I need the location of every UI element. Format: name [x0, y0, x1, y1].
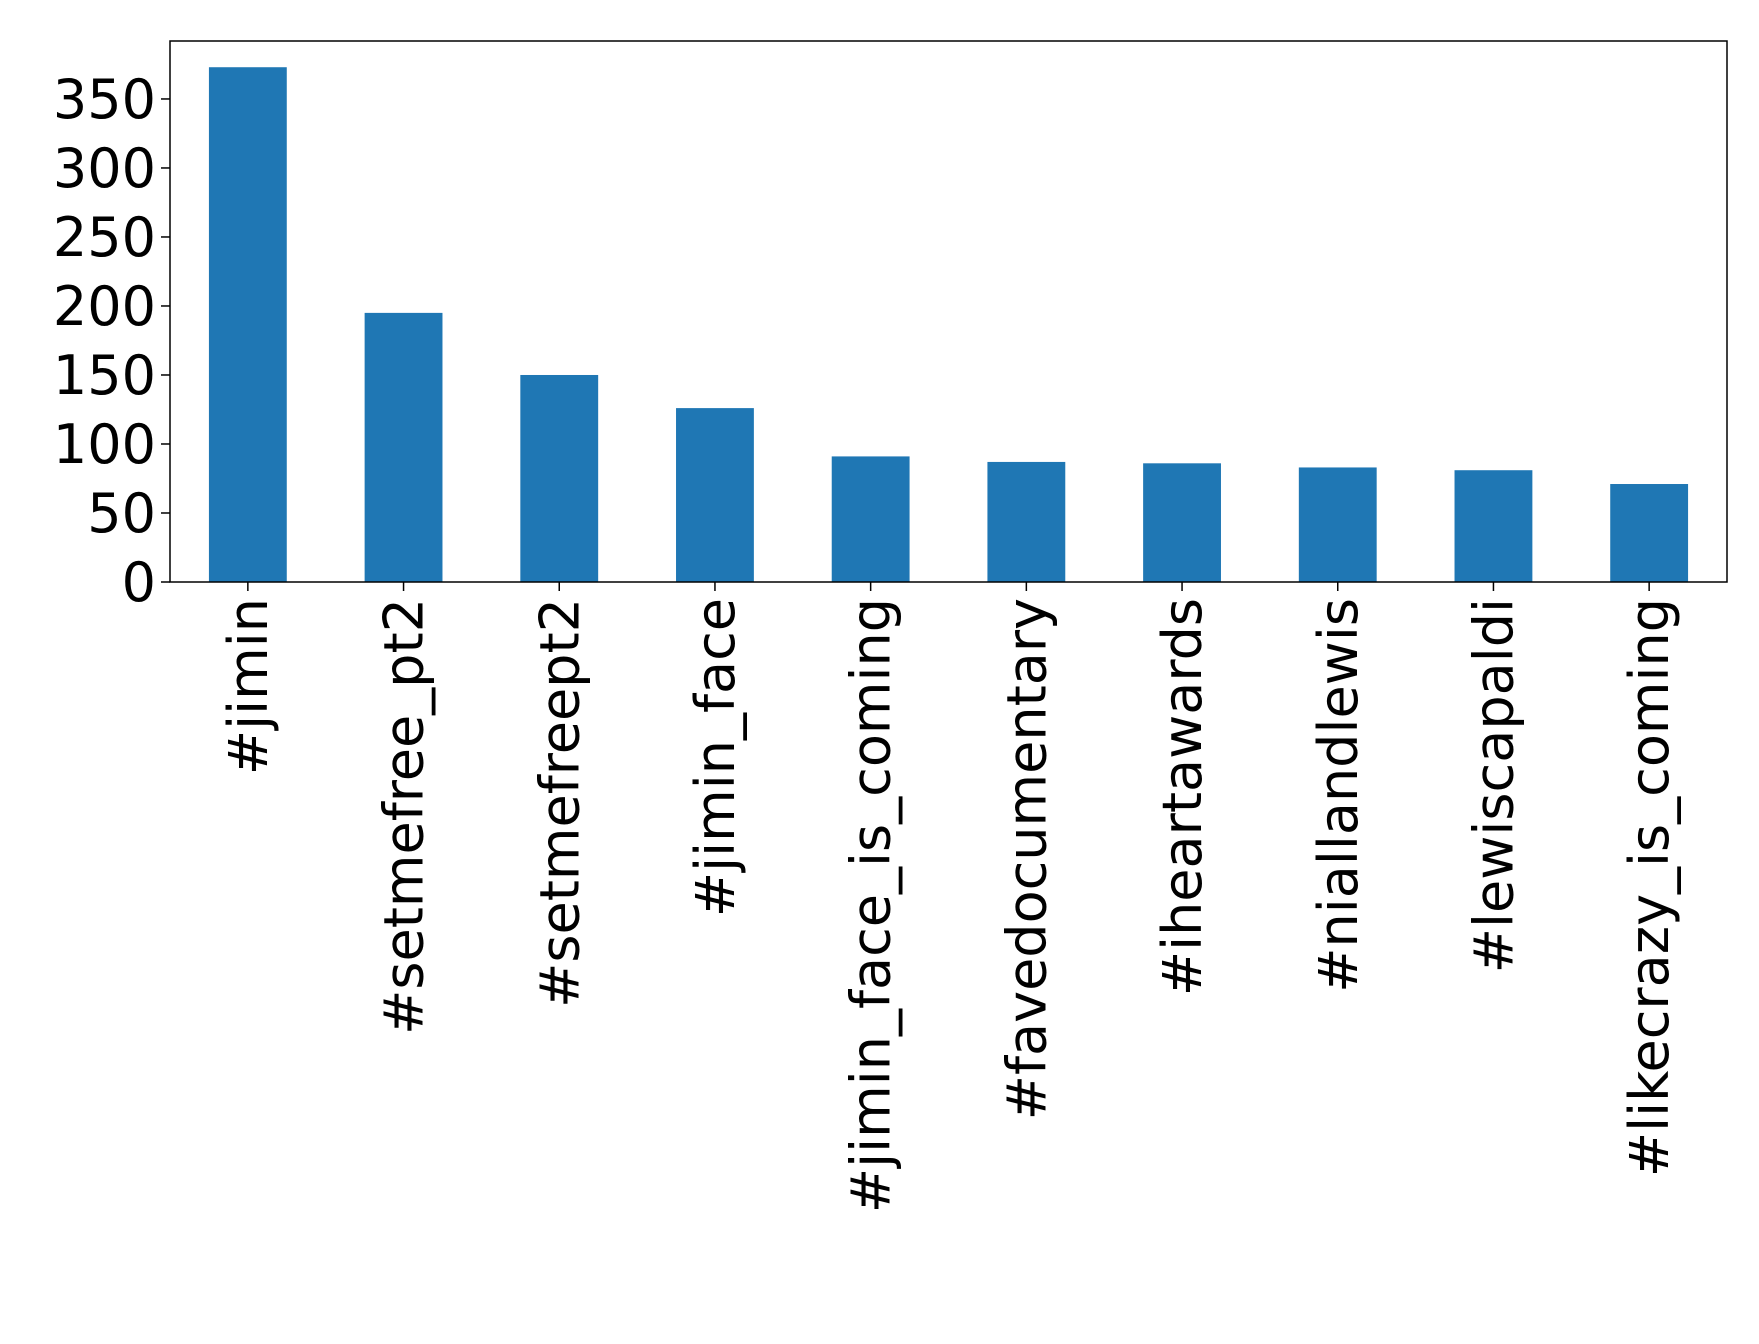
- y-tick-label: 350: [53, 68, 156, 131]
- x-tick-label: #lewiscapaldi: [1462, 598, 1525, 973]
- x-tick-label: #setmefree_pt2: [373, 598, 436, 1035]
- bar: [676, 408, 754, 582]
- y-tick-label: 100: [53, 413, 156, 476]
- bar: [1298, 467, 1377, 582]
- x-tick-label: #iheartawards: [1151, 598, 1214, 996]
- bar: [364, 312, 443, 582]
- bar: [520, 374, 599, 582]
- y-tick-label: 50: [87, 482, 156, 545]
- bar: [1454, 470, 1533, 582]
- y-tick-label: 250: [53, 206, 156, 269]
- y-tick-label: 200: [53, 275, 156, 338]
- x-tick-label: #jimin: [217, 598, 280, 775]
- bar: [1143, 463, 1221, 582]
- y-tick-label: 0: [122, 551, 156, 614]
- plot-frame: [169, 40, 1728, 583]
- bar: [831, 456, 910, 582]
- x-tick-label: #jimin_face: [684, 598, 747, 917]
- bar: [208, 67, 287, 583]
- x-tick-label: #niallandlewis: [1307, 598, 1370, 993]
- y-tick-label: 150: [53, 344, 156, 407]
- bar: [1610, 484, 1689, 582]
- x-tick-label: #jimin_face_is_coming: [840, 598, 903, 1213]
- bar: [987, 461, 1066, 582]
- x-tick-label: #likecrazy_is_coming: [1618, 598, 1681, 1177]
- x-tick-label: #favedocumentary: [995, 598, 1058, 1120]
- y-tick-label: 300: [53, 137, 156, 200]
- x-tick-label: #setmefreept2: [528, 598, 591, 1008]
